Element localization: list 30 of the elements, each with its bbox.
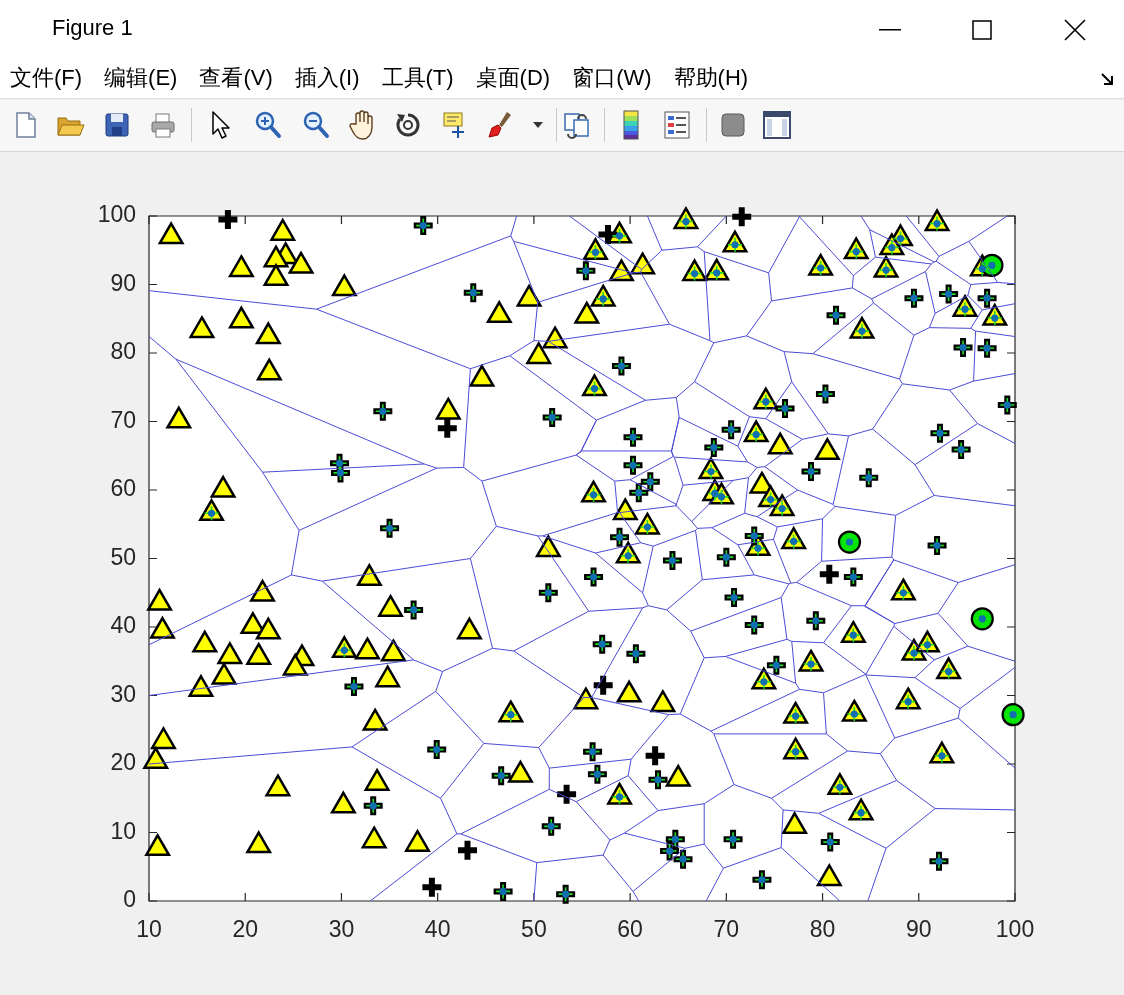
y-tick-label: 100: [97, 201, 136, 228]
x-tick-label: 50: [521, 916, 547, 943]
x-tick-label: 40: [424, 916, 451, 943]
y-tick-label: 50: [110, 543, 136, 570]
x-tick-label: 10: [136, 916, 162, 943]
x-tick-label: 80: [809, 916, 836, 943]
x-tick-label: 20: [232, 916, 259, 943]
y-tick-label: 70: [110, 406, 136, 433]
text: 查看(V): [199, 64, 273, 92]
y-tick-label: 80: [110, 338, 136, 365]
text: 窗口(W): [572, 64, 652, 92]
text: 文件(F): [10, 64, 83, 92]
x-tick-label: 90: [905, 916, 932, 943]
y-tick-label: 90: [110, 269, 136, 296]
text: 工具(T): [381, 64, 454, 92]
x-tick-label: 60: [617, 916, 643, 943]
y-tick-label: 20: [110, 749, 136, 776]
x-tick-label: 100: [995, 916, 1035, 943]
caption: Figure 1: [52, 15, 133, 41]
text: 插入(I): [294, 64, 360, 92]
y-tick-label: 10: [110, 817, 136, 844]
text: 编辑(E): [104, 64, 178, 92]
text: 桌面(D): [475, 64, 551, 92]
x-tick-label: 30: [328, 916, 355, 943]
x-tick-label: 70: [713, 916, 740, 943]
y-tick-label: 30: [110, 680, 136, 707]
y-tick-label: 60: [110, 475, 136, 502]
text: 帮助(H): [673, 64, 749, 92]
y-tick-label: 40: [110, 612, 136, 639]
y-tick-label: 0: [123, 886, 136, 913]
